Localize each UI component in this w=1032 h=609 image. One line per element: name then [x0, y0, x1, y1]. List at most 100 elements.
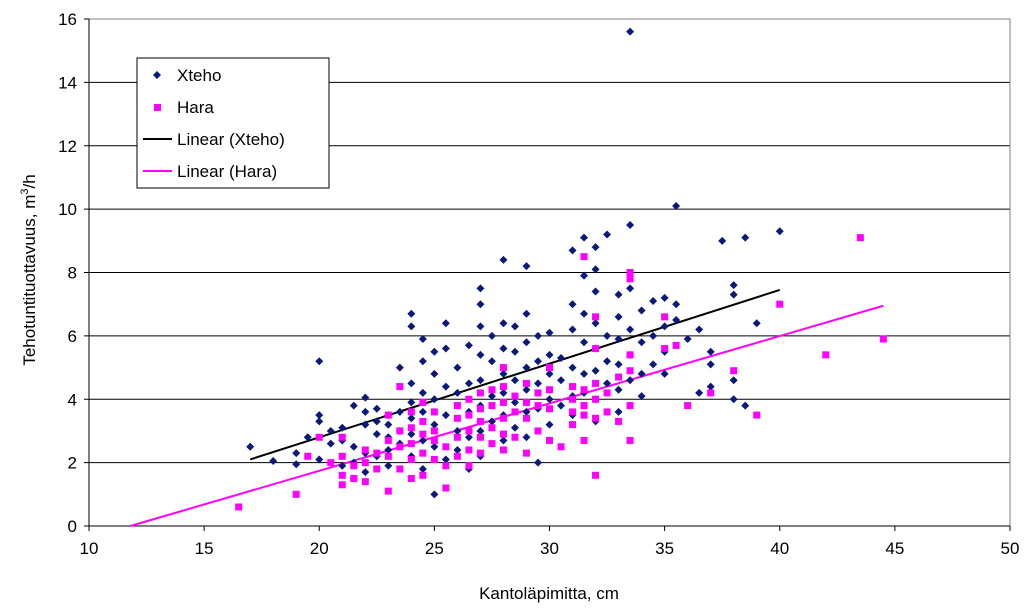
data-point-hara	[407, 408, 415, 416]
data-point-hara	[396, 443, 404, 451]
data-point-hara	[499, 398, 507, 406]
data-point-hara	[569, 408, 577, 416]
data-point-hara	[465, 395, 473, 403]
data-point-xteho	[338, 461, 347, 470]
data-point-hara	[569, 421, 577, 429]
data-point-xteho	[476, 284, 485, 293]
data-point-xteho	[430, 369, 439, 378]
data-point-hara	[499, 383, 507, 391]
data-points	[235, 27, 887, 511]
data-point-xteho	[706, 382, 715, 391]
data-point-hara	[476, 417, 484, 425]
data-point-hara	[499, 446, 507, 454]
data-point-hara	[465, 411, 473, 419]
data-point-xteho	[672, 300, 681, 309]
data-point-xteho	[568, 363, 577, 372]
data-point-hara	[430, 436, 438, 444]
data-point-hara	[499, 414, 507, 422]
data-point-xteho	[326, 426, 335, 435]
data-point-xteho	[649, 331, 658, 340]
data-point-xteho	[315, 417, 324, 426]
data-point-xteho	[418, 464, 427, 473]
legend-item-linear-xteho: Linear (Xteho)	[143, 130, 285, 149]
data-point-xteho	[361, 407, 370, 416]
data-point-hara	[453, 414, 461, 422]
data-point-xteho	[591, 319, 600, 328]
data-point-hara	[488, 402, 496, 410]
data-point-xteho	[476, 376, 485, 385]
data-point-hara	[338, 452, 346, 460]
data-point-hara	[396, 383, 404, 391]
data-point-xteho	[499, 255, 508, 264]
data-point-hara	[626, 436, 634, 444]
data-point-xteho	[430, 442, 439, 451]
data-point-hara	[407, 440, 415, 448]
data-point-hara	[476, 389, 484, 397]
data-point-xteho	[568, 246, 577, 255]
data-point-xteho	[533, 379, 542, 388]
data-point-xteho	[614, 312, 623, 321]
data-point-hara	[592, 313, 600, 321]
data-point-hara	[384, 487, 392, 495]
data-point-hara	[603, 408, 611, 416]
x-tick-label: 20	[310, 539, 329, 558]
data-point-hara	[361, 459, 369, 467]
axis-ticks: 10 15 20 25 30 35 40 45 50 0 2 4 6 8 10 12 14 16	[58, 10, 1019, 558]
data-point-hara	[419, 417, 427, 425]
data-point-hara	[396, 427, 404, 435]
data-point-xteho	[706, 360, 715, 369]
data-point-xteho	[246, 442, 255, 451]
data-point-hara	[373, 449, 381, 457]
data-point-xteho	[499, 369, 508, 378]
data-point-xteho	[614, 290, 623, 299]
data-point-xteho	[580, 233, 589, 242]
data-point-hara	[626, 351, 634, 359]
data-point-hara	[419, 398, 427, 406]
data-point-xteho	[637, 338, 646, 347]
data-point-xteho	[349, 401, 358, 410]
data-point-xteho	[580, 369, 589, 378]
data-point-hara	[592, 395, 600, 403]
data-point-hara	[511, 408, 519, 416]
data-point-xteho	[626, 325, 635, 334]
data-point-hara	[615, 417, 623, 425]
trendline-xteho	[249, 288, 781, 461]
data-point-xteho	[545, 420, 554, 429]
x-tick-label: 25	[425, 539, 444, 558]
data-point-hara	[442, 484, 450, 492]
data-point-hara	[626, 402, 634, 410]
y-axis-label-superscript: 3	[19, 189, 31, 195]
data-point-hara	[546, 436, 553, 444]
data-point-hara	[476, 405, 484, 413]
data-point-xteho	[430, 490, 439, 499]
data-point-hara	[499, 364, 507, 372]
data-point-hara	[580, 411, 588, 419]
data-point-xteho	[626, 376, 635, 385]
data-point-hara	[315, 433, 323, 441]
y-tick-label: 8	[68, 264, 77, 283]
data-point-xteho	[591, 265, 600, 274]
data-point-xteho	[649, 297, 658, 306]
data-point-hara	[580, 402, 588, 410]
y-tick-label: 10	[58, 200, 77, 219]
data-point-xteho	[441, 319, 450, 328]
data-point-hara	[235, 503, 243, 511]
data-point-hara	[465, 446, 473, 454]
y-axis-label-tail: /h	[20, 174, 39, 188]
data-point-xteho	[522, 309, 531, 318]
data-point-xteho	[441, 382, 450, 391]
data-point-hara	[488, 440, 496, 448]
data-point-hara	[384, 436, 392, 444]
data-point-xteho	[522, 262, 531, 271]
data-point-hara	[879, 335, 887, 343]
data-point-xteho	[464, 379, 473, 388]
data-point-hara	[822, 351, 830, 359]
diamond-marker-icon	[153, 71, 161, 79]
data-point-hara	[546, 364, 553, 372]
x-tick-label: 10	[80, 539, 99, 558]
data-point-hara	[522, 398, 530, 406]
data-point-xteho	[672, 316, 681, 325]
data-point-hara	[304, 452, 312, 460]
data-point-xteho	[384, 461, 393, 470]
data-point-xteho	[269, 457, 278, 466]
